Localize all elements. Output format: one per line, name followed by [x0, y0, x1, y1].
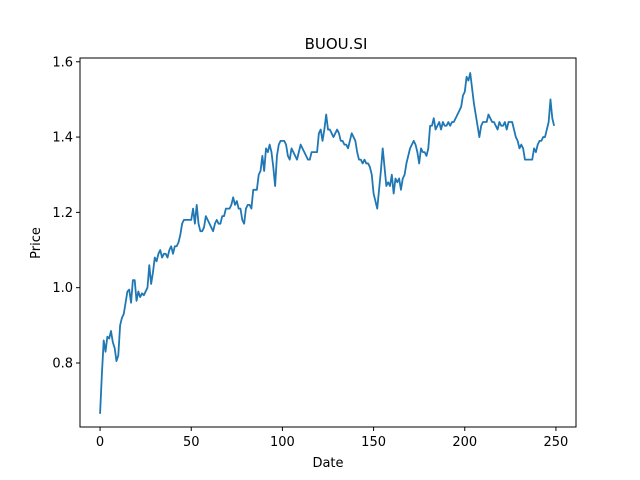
y-tick-label: 1.0	[52, 281, 73, 296]
x-tick-label: 100	[270, 435, 295, 450]
axes-frame	[79, 57, 577, 428]
x-tick-label: 50	[183, 435, 200, 450]
y-tick-label: 1.6	[52, 55, 73, 70]
y-axis: 0.8 1.0 1.2 1.4 1.6	[52, 55, 80, 371]
x-tick-label: 200	[452, 435, 477, 450]
x-axis-label: Date	[312, 456, 343, 471]
y-tick-label: 0.8	[52, 356, 73, 371]
y-tick-label: 1.4	[52, 131, 73, 146]
x-tick-label: 250	[544, 435, 569, 450]
y-axis-label: Price	[29, 227, 44, 259]
y-tick-label: 1.2	[52, 206, 73, 221]
x-tick-label: 0	[96, 435, 104, 450]
x-axis: 0 50 100 150 200 250	[96, 427, 568, 450]
plot-area	[99, 72, 555, 414]
x-tick-label: 150	[361, 435, 386, 450]
series-line-0	[99, 72, 555, 414]
chart-title: BUOU.SI	[305, 35, 368, 53]
